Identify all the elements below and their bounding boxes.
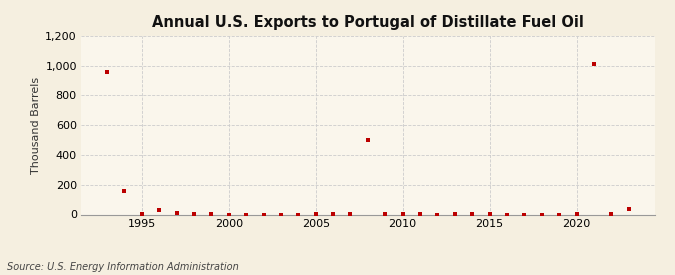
Point	[223, 212, 234, 217]
Point	[136, 211, 147, 216]
Point	[589, 62, 599, 66]
Text: Source: U.S. Energy Information Administration: Source: U.S. Energy Information Administ…	[7, 262, 238, 272]
Point	[623, 207, 634, 211]
Point	[206, 211, 217, 216]
Point	[571, 211, 582, 216]
Point	[432, 212, 443, 217]
Point	[102, 69, 113, 74]
Point	[310, 211, 321, 216]
Point	[154, 208, 165, 212]
Point	[293, 212, 304, 217]
Point	[414, 211, 425, 216]
Point	[450, 211, 460, 216]
Point	[380, 211, 391, 216]
Point	[467, 211, 478, 216]
Point	[327, 211, 338, 216]
Point	[537, 212, 547, 217]
Point	[241, 212, 252, 217]
Point	[345, 211, 356, 216]
Point	[484, 211, 495, 216]
Point	[258, 212, 269, 217]
Point	[606, 211, 617, 216]
Point	[398, 211, 408, 216]
Point	[554, 212, 564, 217]
Y-axis label: Thousand Barrels: Thousand Barrels	[31, 76, 41, 174]
Point	[502, 212, 512, 217]
Point	[275, 212, 286, 217]
Point	[362, 138, 373, 142]
Point	[188, 211, 199, 216]
Point	[119, 188, 130, 193]
Title: Annual U.S. Exports to Portugal of Distillate Fuel Oil: Annual U.S. Exports to Portugal of Disti…	[152, 15, 584, 31]
Point	[519, 212, 530, 217]
Point	[171, 211, 182, 215]
